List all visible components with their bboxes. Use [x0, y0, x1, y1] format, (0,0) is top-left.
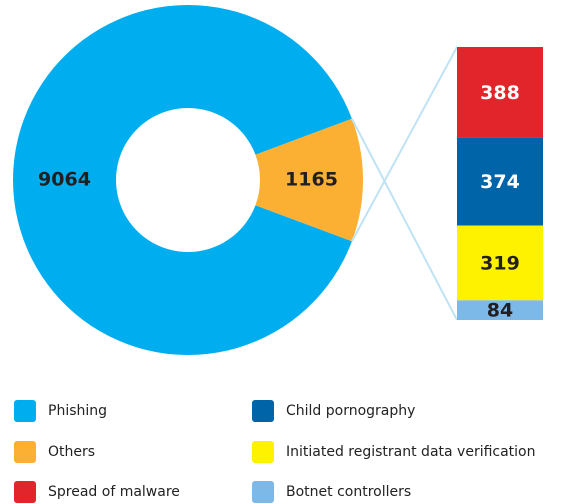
data-label: 84 — [487, 300, 513, 322]
legend-swatch — [14, 441, 36, 463]
breakdown-bar — [457, 137, 543, 226]
connector — [351, 46, 458, 242]
breakdown-bar — [457, 300, 543, 320]
legend-label: Spread of malware — [48, 484, 180, 500]
legend-swatch — [252, 481, 274, 503]
legend-swatch — [14, 400, 36, 422]
connector — [351, 118, 458, 321]
legend-swatch — [252, 400, 274, 422]
legend-label: Initiated registrant data verification — [286, 444, 536, 460]
legend-swatch — [252, 441, 274, 463]
data-label: 388 — [480, 82, 520, 104]
breakdown-bar — [457, 47, 543, 138]
legend-swatch — [14, 481, 36, 503]
legend-label: Child pornography — [286, 403, 415, 419]
breakdown-bar — [457, 225, 543, 301]
data-label: 9064 — [38, 169, 91, 191]
legend-label: Phishing — [48, 403, 107, 419]
data-label: 1165 — [285, 169, 338, 191]
data-label: 374 — [480, 171, 520, 193]
pie-slice — [255, 118, 364, 242]
legend-label: Others — [48, 444, 95, 460]
legend-label: Botnet controllers — [286, 484, 411, 500]
pie-slice — [13, 4, 352, 355]
data-label: 319 — [480, 252, 520, 274]
